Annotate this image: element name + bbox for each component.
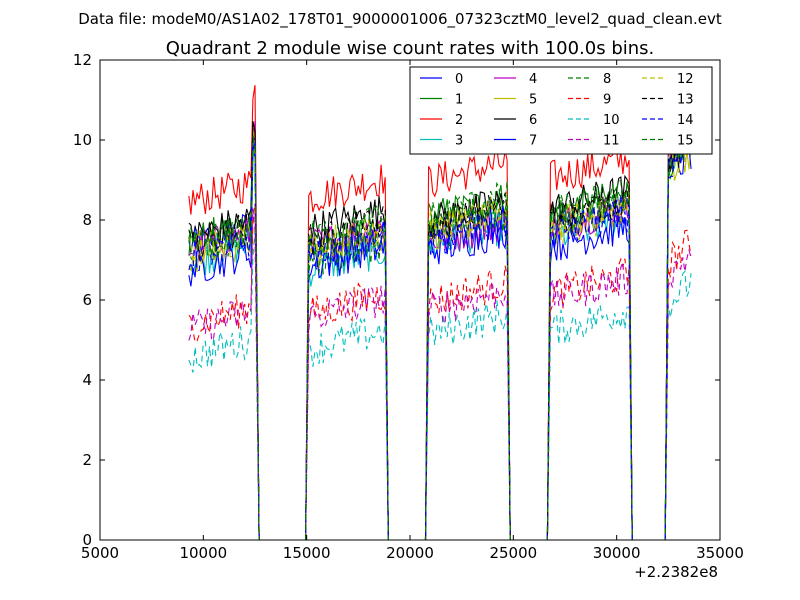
x-tick-label: 35000 (696, 544, 744, 562)
legend-label-11: 11 (603, 134, 620, 149)
legend-label-5: 5 (529, 93, 537, 108)
x-tick-label: 20000 (386, 544, 434, 562)
series-line-8 (188, 132, 692, 541)
series-line-6 (188, 120, 692, 541)
legend-label-7: 7 (529, 134, 537, 149)
x-tick-label: 30000 (593, 544, 641, 562)
legend-label-9: 9 (603, 93, 611, 108)
x-tick-label: 25000 (489, 544, 537, 562)
legend-label-3: 3 (455, 134, 463, 149)
legend-label-2: 2 (455, 113, 463, 128)
legend-label-13: 13 (677, 93, 694, 108)
chart-title: Quadrant 2 module wise count rates with … (166, 38, 655, 59)
x-tick-label: 15000 (283, 544, 331, 562)
legend-label-6: 6 (529, 113, 537, 128)
legend-label-12: 12 (677, 72, 694, 87)
y-tick-label: 4 (82, 371, 92, 389)
legend-label-4: 4 (529, 72, 537, 87)
series-line-14 (188, 136, 692, 541)
axis-ticks: 5000 10000 15000 20000 25000 30000 35000 0 2 4 6 8 1… (73, 51, 744, 562)
y-tick-label: 8 (82, 211, 92, 229)
x-tick-label: 5000 (81, 544, 119, 562)
series-line-10 (188, 230, 692, 541)
series-line-9 (188, 203, 692, 541)
series-line-13 (188, 131, 692, 541)
y-tick-label: 6 (82, 291, 92, 309)
y-tick-label: 2 (82, 451, 92, 469)
series-line-11 (188, 208, 692, 541)
legend-label-15: 15 (677, 134, 694, 149)
legend-label-8: 8 (603, 72, 611, 87)
x-tick-label: 10000 (179, 544, 227, 562)
data-layer (188, 85, 692, 541)
y-tick-label: 12 (73, 51, 92, 69)
x-offset-label: +2.2382e8 (634, 563, 718, 581)
legend-label-10: 10 (603, 113, 620, 128)
plot-frame (99, 59, 721, 541)
y-tick-label: 10 (73, 131, 92, 149)
y-tick-label: 0 (82, 531, 92, 549)
legend-label-1: 1 (455, 93, 463, 108)
series-line-15 (188, 135, 692, 541)
series-line-5 (188, 129, 692, 541)
legend-label-0: 0 (455, 72, 463, 87)
figure-suptitle: Data file: modeM0/AS1A02_178T01_90000010… (78, 10, 722, 29)
legend-label-14: 14 (677, 113, 694, 128)
series-line-2 (188, 85, 692, 541)
